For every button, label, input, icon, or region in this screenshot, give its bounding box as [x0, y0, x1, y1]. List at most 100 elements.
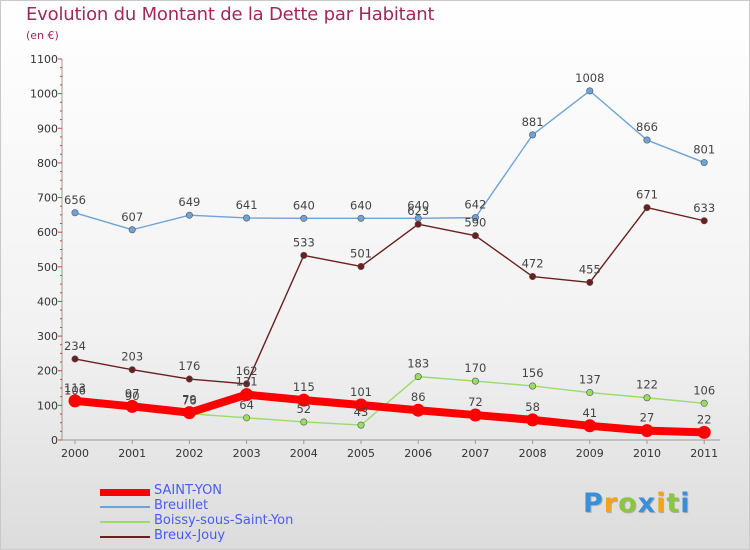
chart-unit: (en €) — [26, 29, 59, 42]
data-point — [243, 380, 251, 388]
data-label: 76 — [182, 394, 197, 408]
data-label: 131 — [236, 375, 258, 389]
proxiti-logo: Proxiti — [583, 488, 691, 519]
x-tick-label: 2010 — [633, 447, 661, 460]
data-label: 881 — [522, 115, 544, 129]
data-label: 590 — [464, 216, 486, 230]
x-tick-label: 2009 — [576, 447, 604, 460]
data-label: 101 — [350, 385, 372, 399]
data-point — [468, 408, 482, 422]
legend-swatch — [100, 488, 150, 496]
data-point — [586, 278, 594, 286]
data-point — [128, 226, 136, 234]
data-label: 656 — [64, 193, 86, 207]
data-point — [185, 375, 193, 383]
data-point — [700, 217, 708, 225]
legend-swatch — [100, 506, 150, 508]
data-point — [182, 406, 196, 420]
data-point — [643, 394, 651, 402]
data-point — [297, 393, 311, 407]
data-label: 58 — [525, 400, 540, 414]
logo-letter: r — [603, 488, 619, 519]
data-point — [300, 251, 308, 259]
data-label: 97 — [125, 386, 140, 400]
data-point — [300, 418, 308, 426]
data-label: 640 — [350, 198, 372, 212]
data-label: 455 — [579, 262, 601, 276]
data-point — [357, 421, 365, 429]
data-point — [125, 399, 139, 413]
data-point — [411, 403, 425, 417]
data-label: 642 — [464, 198, 486, 212]
data-label: 162 — [236, 364, 258, 378]
y-tick-label: 900 — [37, 122, 58, 135]
logo-letter: x — [637, 488, 657, 519]
legend-label: SAINT-YON — [154, 483, 223, 498]
logo-letter: t — [666, 488, 681, 519]
x-tick-label: 2006 — [404, 447, 432, 460]
data-point — [71, 355, 79, 363]
data-point — [697, 425, 711, 439]
data-point — [68, 394, 82, 408]
data-label: 633 — [693, 201, 715, 215]
y-tick-label: 1100 — [30, 53, 58, 66]
logo-letter: i — [680, 488, 691, 519]
data-point — [586, 389, 594, 397]
data-point — [471, 377, 479, 385]
data-point — [583, 419, 597, 433]
x-tick-label: 2004 — [290, 447, 318, 460]
data-point — [700, 399, 708, 407]
data-label: 52 — [296, 402, 311, 416]
data-point — [185, 211, 193, 219]
data-point — [357, 262, 365, 270]
data-label: 501 — [350, 246, 372, 260]
y-tick-label: 700 — [37, 192, 58, 205]
x-tick-label: 2000 — [61, 447, 89, 460]
y-tick-label: 300 — [37, 330, 58, 343]
data-point — [71, 209, 79, 217]
y-tick-label: 100 — [37, 399, 58, 412]
series-line-Breux-Jouy — [74, 206, 705, 385]
data-point — [128, 366, 136, 374]
data-label: 27 — [640, 411, 655, 425]
data-point — [586, 87, 594, 95]
data-point — [529, 382, 537, 390]
data-label: 122 — [636, 378, 658, 392]
legend-swatch — [100, 536, 150, 538]
logo-letter: i — [656, 488, 667, 519]
series-line-Breuillet — [74, 90, 705, 231]
legend-label: Breuillet — [154, 498, 209, 513]
data-label: 115 — [293, 380, 315, 394]
data-label: 90 — [125, 389, 140, 403]
logo-letter: o — [618, 488, 638, 519]
axes: 0 100 200 300 400 500 600 700 800 900 1000 1100 2000… — [30, 53, 720, 460]
data-label: 86 — [411, 390, 426, 404]
y-tick-label: 1000 — [30, 88, 58, 101]
data-label: 22 — [697, 412, 712, 426]
series-line-SAINT-YON — [71, 390, 709, 437]
data-label: 79 — [182, 393, 197, 407]
data-label: 156 — [522, 366, 544, 380]
data-label: 640 — [293, 198, 315, 212]
data-label: 72 — [468, 395, 483, 409]
data-point — [243, 214, 251, 222]
data-point — [640, 424, 654, 438]
data-label: 472 — [522, 257, 544, 271]
y-tick-label: 600 — [37, 226, 58, 239]
data-label: 801 — [693, 143, 715, 157]
data-point — [471, 232, 479, 240]
x-tick-label: 2003 — [233, 447, 261, 460]
data-point — [414, 373, 422, 381]
series-line-Boissy-sous-Saint-Yon — [74, 375, 705, 426]
data-point — [643, 204, 651, 212]
legend-label: Breux-Jouy — [154, 528, 226, 543]
data-label: 866 — [636, 120, 658, 134]
x-tick-label: 2007 — [461, 447, 489, 460]
data-label: 641 — [236, 198, 258, 212]
data-label: 623 — [407, 204, 429, 218]
data-label: 43 — [354, 405, 369, 419]
data-label: 671 — [636, 188, 658, 202]
series-lines — [68, 87, 711, 439]
legend-label: Boissy-sous-Saint-Yon — [154, 513, 294, 528]
